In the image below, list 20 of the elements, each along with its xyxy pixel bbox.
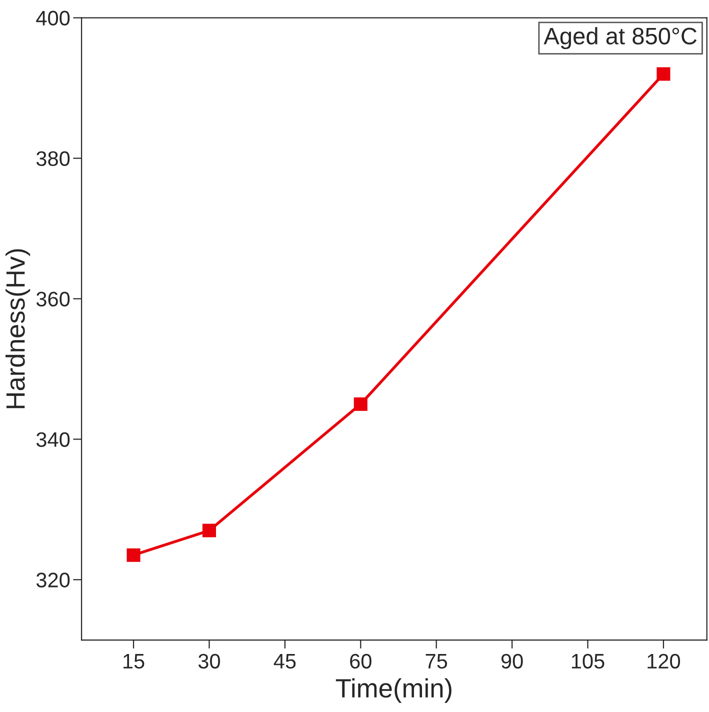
x-axis-title: Time(min) [336, 678, 452, 703]
y-tick-label: 360 [36, 292, 70, 306]
point [202, 524, 216, 538]
y-tick-label: 320 [36, 572, 70, 588]
x-tick-label: 45 [274, 654, 296, 669]
x-tick-label: 75 [426, 654, 448, 669]
x-tick-label: 120 [648, 654, 680, 669]
point [126, 548, 140, 562]
x-tick-label: 105 [572, 654, 604, 669]
x-tick-label: 90 [501, 654, 523, 669]
x-tick-label: 15 [124, 654, 144, 669]
point [656, 67, 670, 81]
y-tick-label: 400 [36, 10, 70, 26]
point [354, 397, 368, 411]
x-tick-label: 30 [198, 654, 220, 669]
x-tick-label: 60 [350, 654, 372, 669]
y-axis-title: Hardness(Hv) [6, 249, 30, 408]
y-tick-label: 380 [36, 151, 70, 166]
y-tick-label: 340 [36, 432, 70, 447]
annotation: Aged at 850°C [544, 27, 697, 50]
